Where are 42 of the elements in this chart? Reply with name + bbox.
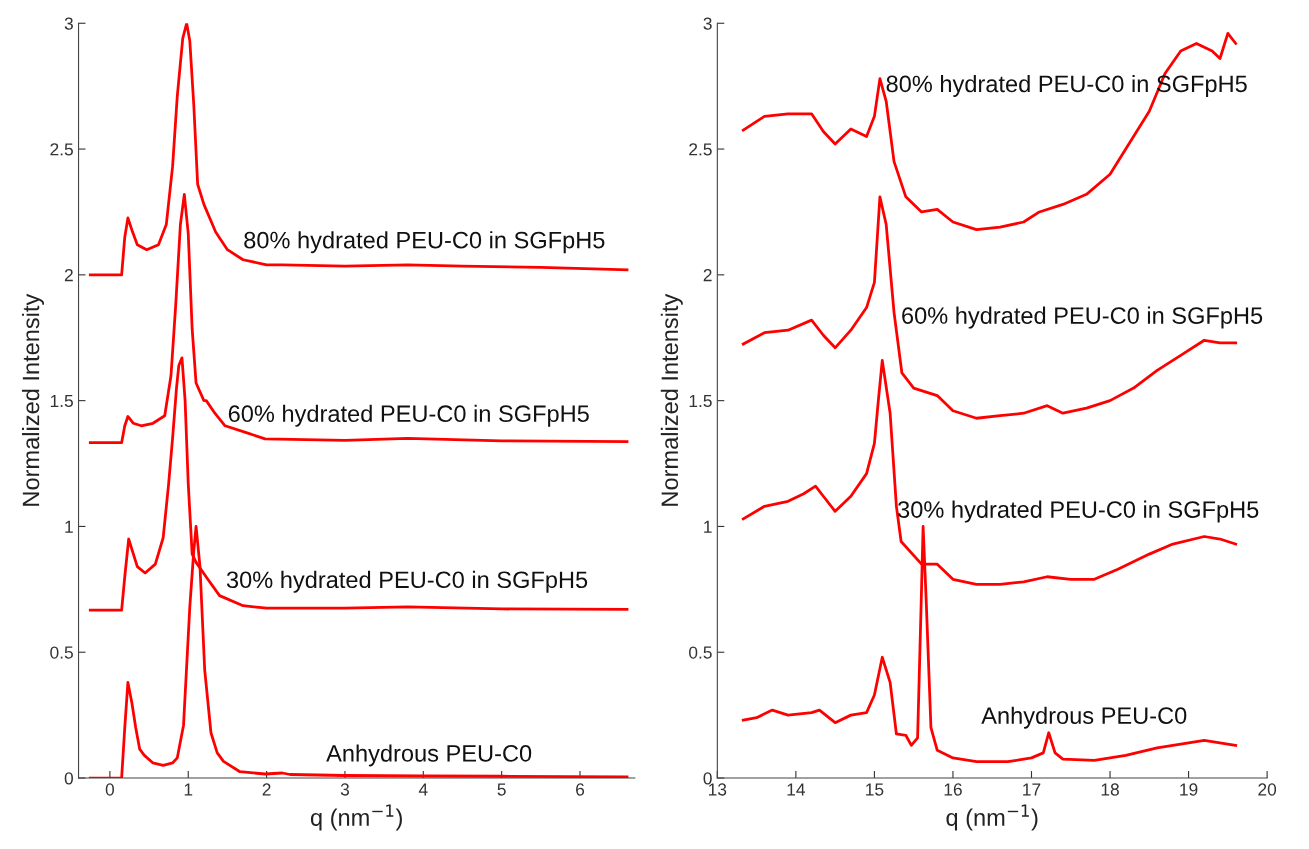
x-tick-label: 4	[418, 783, 428, 796]
x-tick-label: 3	[340, 783, 350, 796]
x-tick-label: 2	[262, 783, 271, 796]
y-tick-label: 3	[703, 17, 712, 30]
x-tick-label: 6	[576, 783, 585, 796]
x-tick-label: 16	[944, 783, 962, 796]
series-label: 80% hydrated PEU-C0 in SGFpH5	[244, 231, 605, 254]
series-label: 30% hydrated PEU-C0 in SGFpH5	[226, 570, 588, 593]
x-tick-label: 19	[1180, 783, 1198, 796]
x-tick-label: 15	[866, 783, 884, 796]
x-tick-label: 18	[1101, 783, 1119, 796]
y-axis-title: Normalized Intensity	[660, 293, 683, 506]
x-tick-label: 0	[105, 783, 115, 796]
x-tick-label: 13	[709, 783, 727, 796]
x-tick-label: 14	[787, 783, 806, 796]
x-axis-title: q (nm$^{−1}$)	[310, 804, 402, 831]
x-tick-label: 1	[184, 783, 193, 796]
y-tick-label: 1	[704, 520, 712, 533]
line-series	[88, 192, 629, 445]
x-tick-label: 17	[1023, 783, 1041, 796]
y-tick-label: 0	[703, 772, 712, 785]
series-label: 30% hydrated PEU-C0 in SGFpH5	[898, 500, 1259, 523]
series-label: Anhydrous PEU-C0	[326, 744, 532, 767]
y-tick-label: 0.5	[689, 646, 712, 659]
y-tick-label: 1.5	[50, 394, 73, 408]
line-series	[88, 23, 629, 277]
y-tick-label: 2	[64, 269, 73, 282]
x-tick-label: 5	[497, 783, 506, 796]
y-axis-title: Normalized Intensity	[21, 293, 44, 506]
y-tick-label: 1.5	[689, 394, 712, 408]
x-axis-title: q (nm$^{−1}$)	[946, 804, 1038, 831]
y-tick-label: 2	[703, 269, 712, 282]
series-label: Anhydrous PEU-C0	[981, 706, 1187, 729]
x-tick-label: 20	[1258, 783, 1277, 796]
y-tick-label: 2.5	[689, 143, 712, 156]
y-tick-label: 0	[64, 772, 73, 785]
series-label: 60% hydrated PEU-C0 in SGFpH5	[902, 306, 1263, 329]
series-label: 60% hydrated PEU-C0 in SGFpH5	[228, 404, 589, 427]
y-tick-label: 3	[64, 17, 73, 30]
y-tick-label: 2.5	[50, 143, 73, 156]
y-tick-label: 0.5	[50, 646, 73, 659]
y-tick-label: 1	[65, 520, 73, 533]
